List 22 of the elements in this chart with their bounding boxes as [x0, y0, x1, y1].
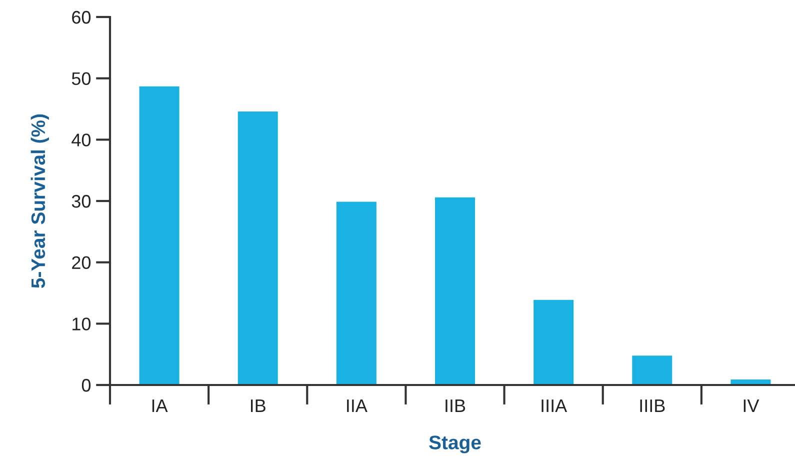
x-tick-label: IIIB: [640, 400, 665, 412]
y-tick-label: 60: [72, 10, 91, 24]
bar: [532, 298, 575, 385]
y-tick-label: 50: [72, 72, 91, 86]
x-tick-label: IV: [744, 400, 760, 412]
x-tick-label: IIIA: [542, 400, 568, 412]
x-tick-label: IB: [250, 400, 266, 412]
x-tick-label: IIA: [347, 400, 368, 412]
bar: [434, 196, 476, 385]
y-axis-title: 5-Year Survival (%): [30, 114, 49, 288]
y-tick-label: 30: [72, 194, 91, 208]
bar: [236, 110, 280, 385]
bar: [335, 200, 378, 385]
y-tick-label: 10: [72, 318, 91, 330]
bar: [630, 354, 674, 385]
y-tick-label: 0: [82, 378, 91, 392]
y-tick-label: 40: [72, 134, 91, 146]
x-tick-label: IIB: [446, 400, 466, 412]
y-tick-label: 20: [72, 256, 91, 270]
x-tick-label: IA: [152, 400, 168, 412]
bar: [138, 85, 181, 385]
x-axis-title: Stage: [429, 436, 481, 454]
